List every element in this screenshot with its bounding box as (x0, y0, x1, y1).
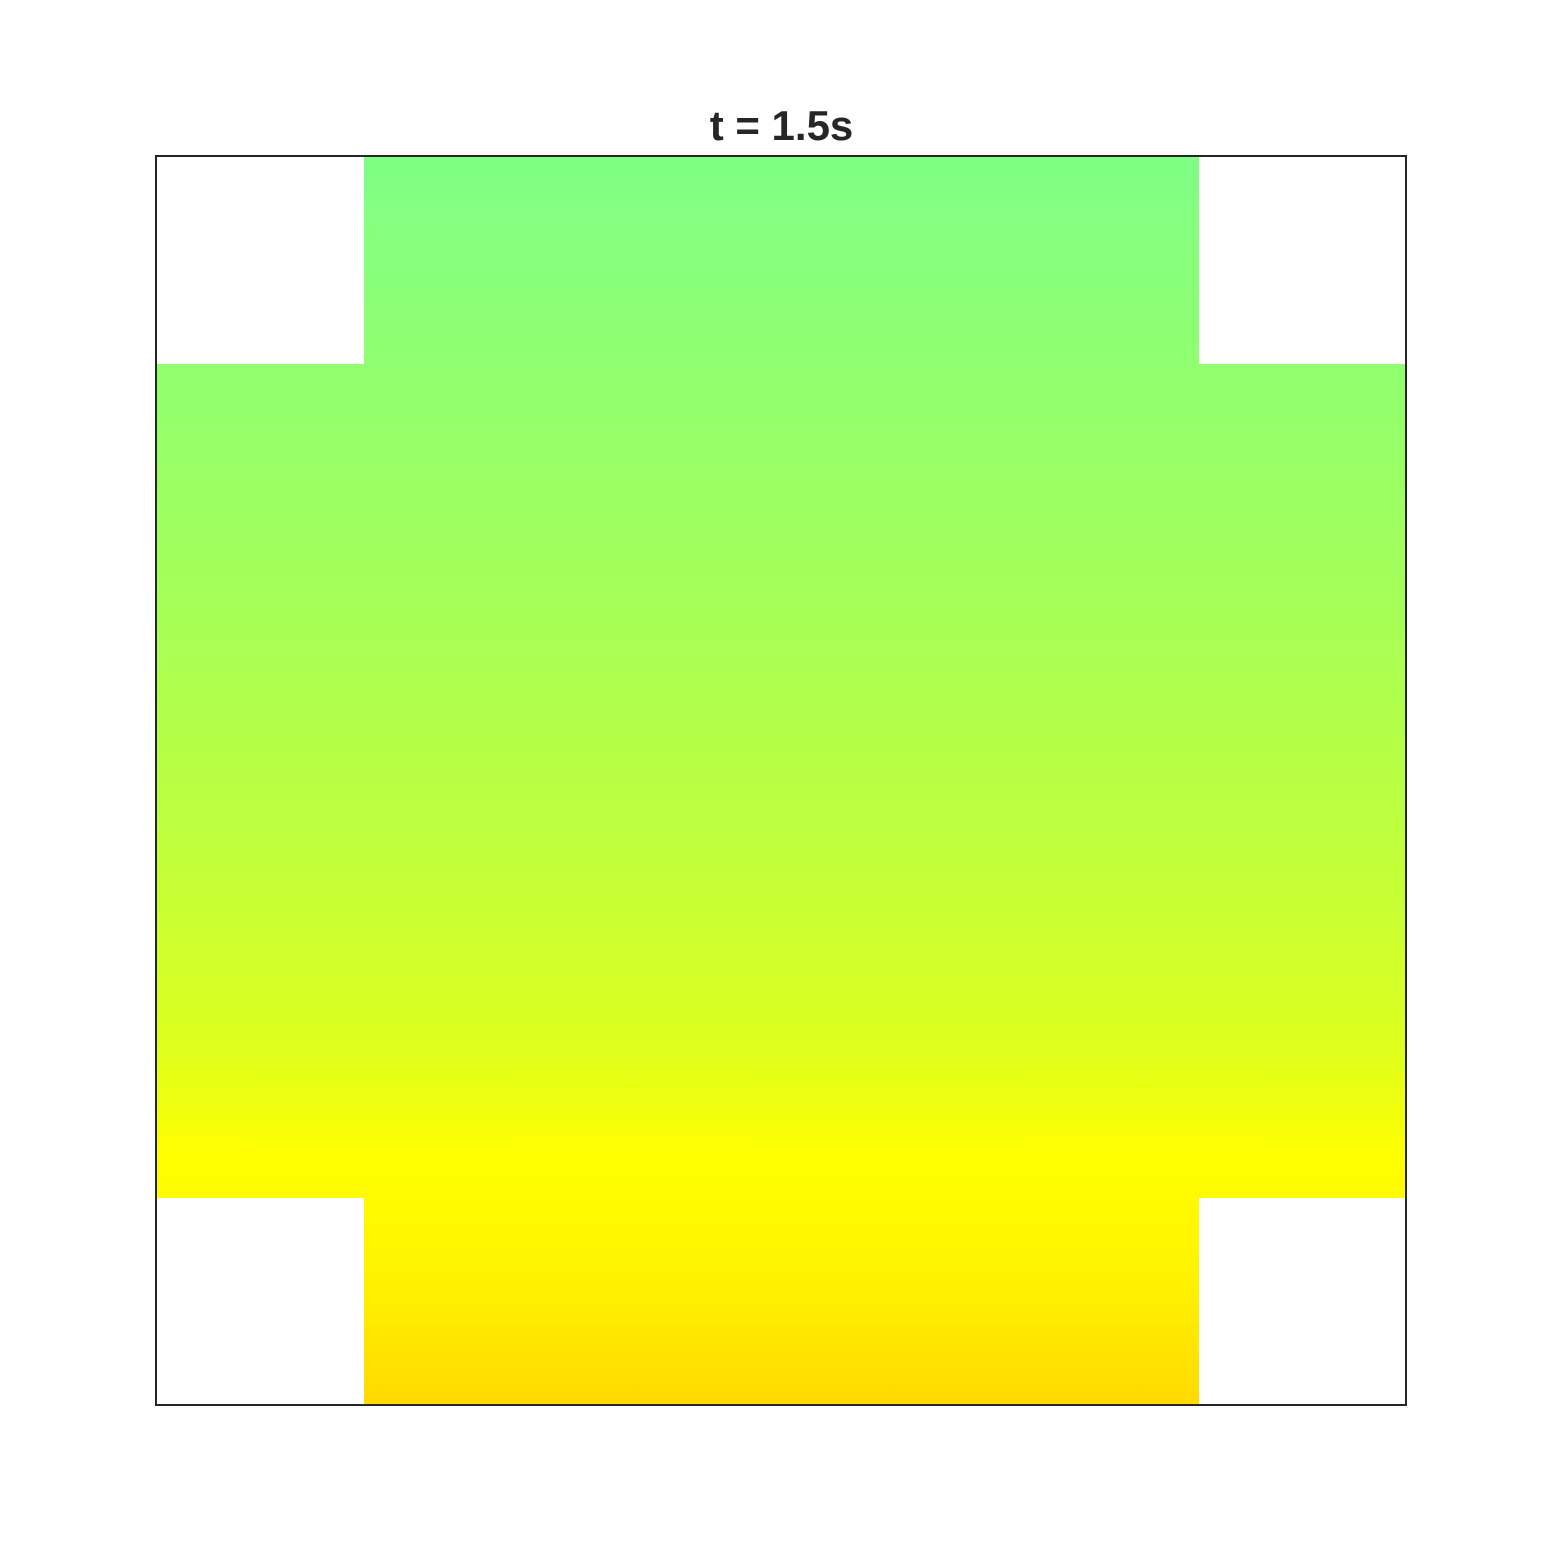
field-region (156, 156, 1406, 1405)
plot-frame (155, 155, 1407, 1406)
temperature-field (156, 156, 1406, 1405)
chart-title: t = 1.5s (709, 102, 854, 149)
